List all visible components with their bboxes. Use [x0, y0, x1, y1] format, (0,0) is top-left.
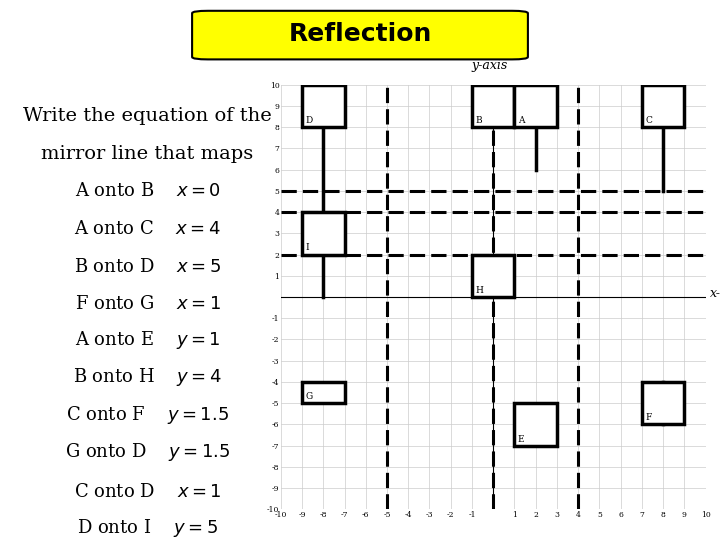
Text: F onto G    $x = 1$: F onto G $x = 1$: [74, 295, 221, 313]
Text: A: A: [518, 116, 524, 125]
Text: B: B: [475, 116, 482, 125]
Text: G: G: [305, 392, 312, 401]
Text: A onto E    $y = 1$: A onto E $y = 1$: [75, 329, 220, 350]
Bar: [302, 85, 345, 127]
Text: Write the equation of the: Write the equation of the: [23, 107, 272, 125]
Text: D: D: [305, 116, 312, 125]
Text: C: C: [645, 116, 652, 125]
Text: D onto I    $y = 5$: D onto I $y = 5$: [77, 517, 218, 538]
Text: G onto D    $y = 1.5$: G onto D $y = 1.5$: [65, 441, 230, 463]
Text: F: F: [645, 413, 652, 422]
Text: y-axis: y-axis: [472, 59, 508, 72]
Bar: [302, 212, 345, 254]
Text: B onto D    $x =5$: B onto D $x =5$: [74, 258, 221, 275]
Bar: [472, 254, 515, 297]
FancyBboxPatch shape: [192, 11, 528, 59]
Text: H: H: [475, 286, 483, 295]
Text: A onto B    $x = 0$: A onto B $x = 0$: [75, 183, 220, 200]
Bar: [472, 85, 515, 127]
Text: B onto H    $y = 4$: B onto H $y = 4$: [73, 366, 222, 388]
Bar: [642, 382, 685, 424]
Text: C onto F    $y = 1.5$: C onto F $y = 1.5$: [66, 404, 229, 426]
Bar: [642, 85, 685, 127]
Text: mirror line that maps: mirror line that maps: [42, 145, 253, 163]
Text: I: I: [305, 244, 309, 252]
Text: x-axis: x-axis: [710, 287, 720, 300]
Bar: [515, 403, 557, 446]
Text: E: E: [518, 435, 524, 443]
Text: C onto D    $x = 1$: C onto D $x = 1$: [74, 483, 221, 501]
Text: Reflection: Reflection: [288, 22, 432, 46]
Bar: [302, 382, 345, 403]
Bar: [515, 85, 557, 127]
Text: A onto C    $x = 4$: A onto C $x = 4$: [74, 220, 221, 238]
